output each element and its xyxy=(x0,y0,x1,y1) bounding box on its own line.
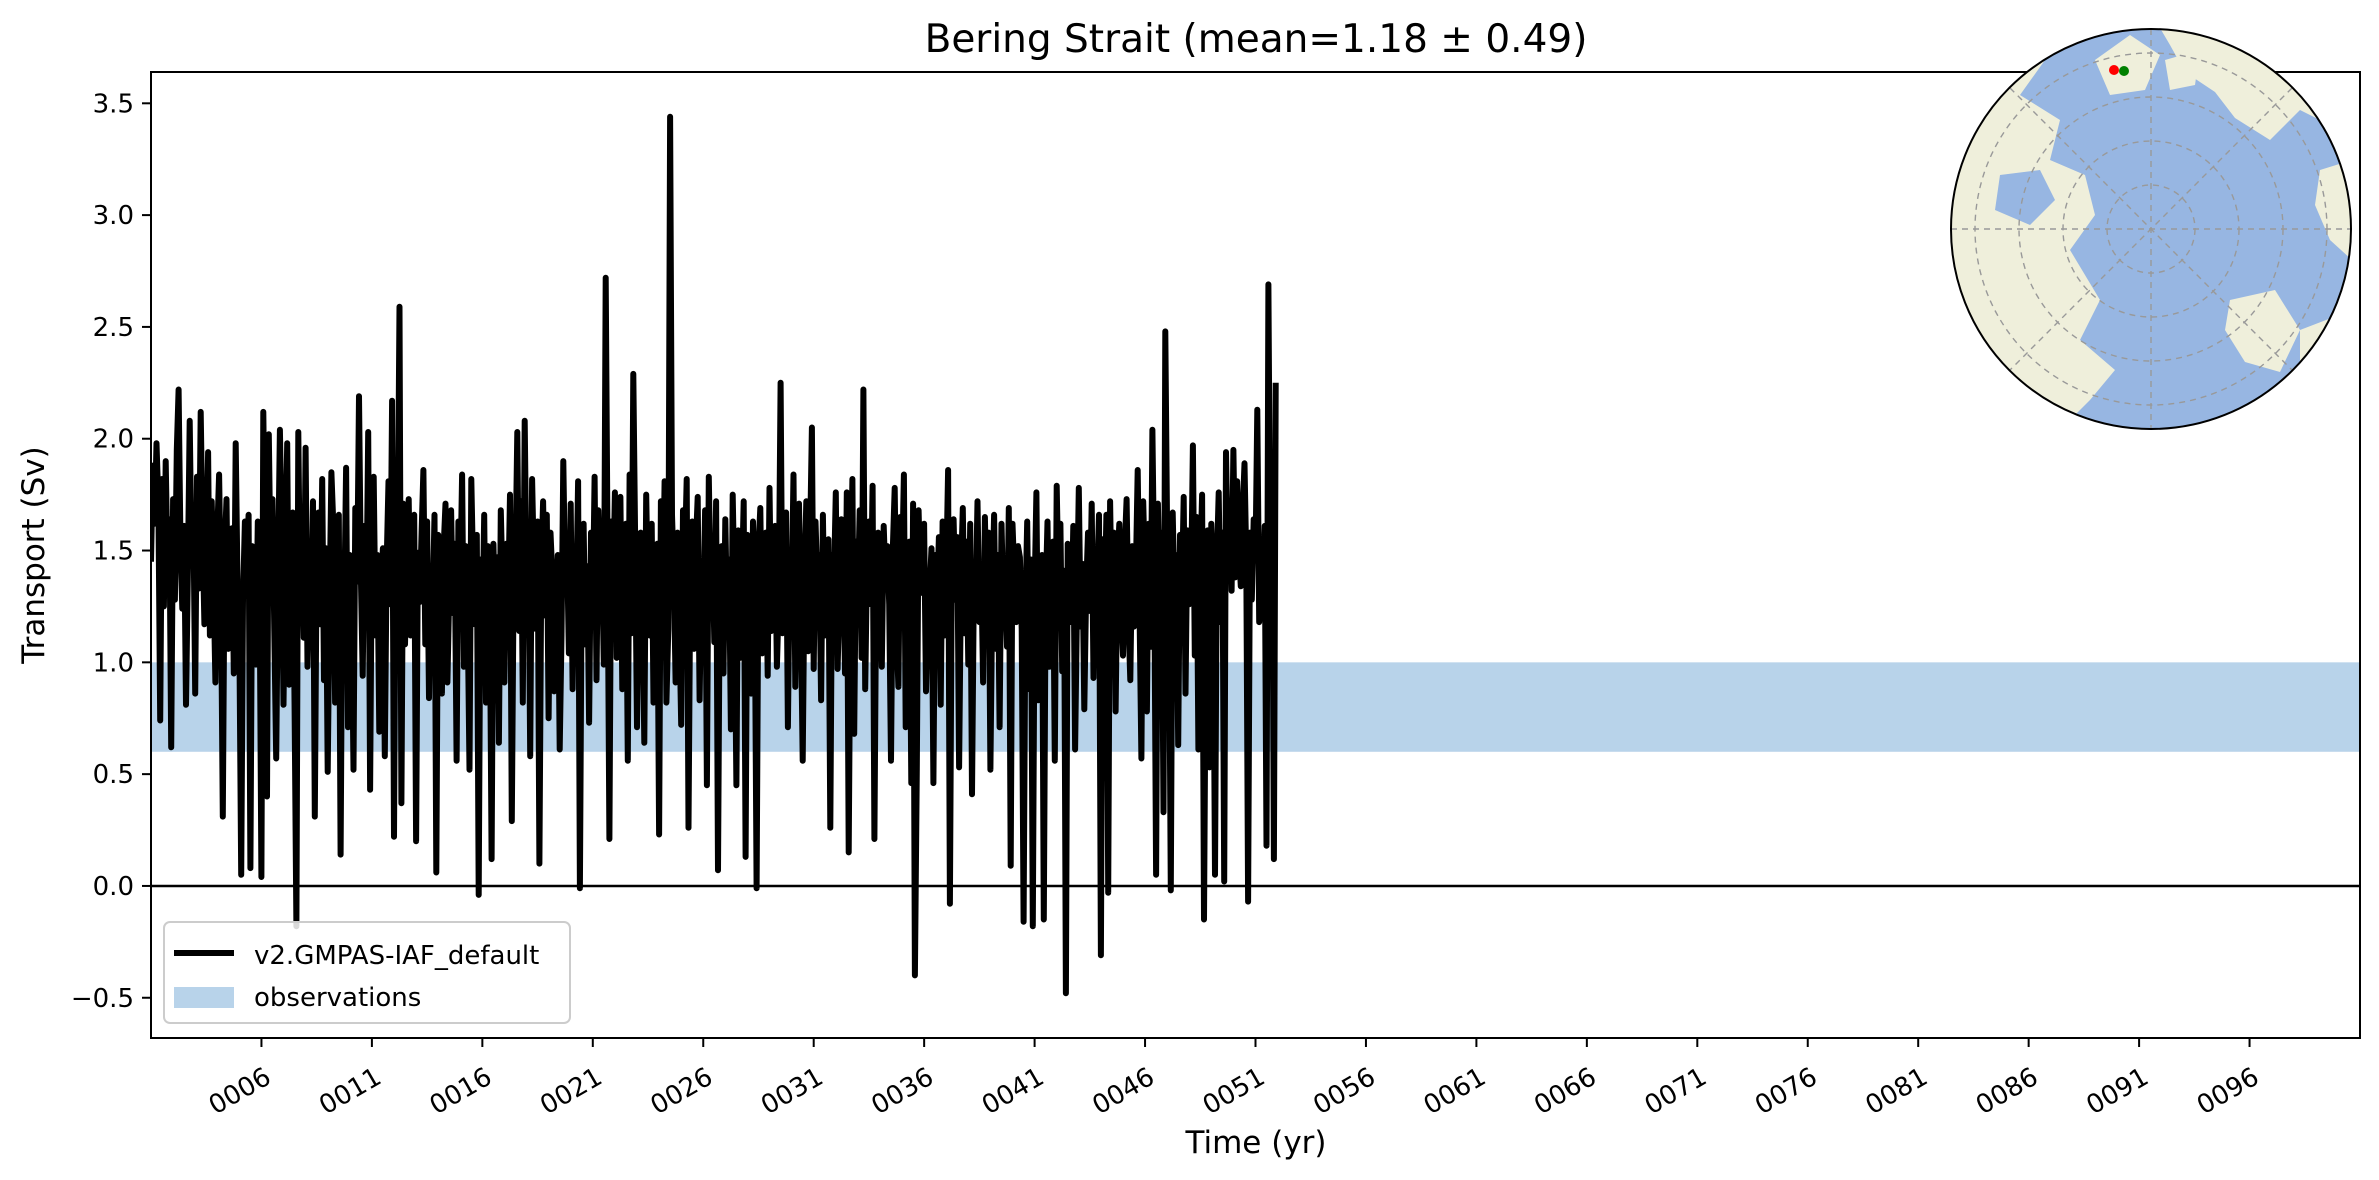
x-tick-label: 0086 xyxy=(1971,1062,2043,1121)
map-marker-end xyxy=(2119,66,2129,76)
x-tick-label: 0006 xyxy=(204,1062,276,1121)
y-tick-label: 1.0 xyxy=(93,648,134,678)
legend-swatch-observations xyxy=(174,987,234,1008)
x-tick-label: 0096 xyxy=(2192,1062,2264,1121)
x-tick-label: 0076 xyxy=(1750,1062,1822,1121)
map-land-greenland xyxy=(2225,290,2300,372)
x-tick-label: 0046 xyxy=(1087,1062,1159,1121)
y-tick-label: 0.5 xyxy=(93,760,134,790)
legend: v2.GMPAS-IAF_default observations xyxy=(163,921,571,1024)
inset-map xyxy=(1950,28,2352,430)
x-tick-label: 0081 xyxy=(1861,1062,1933,1121)
x-tick-label: 0071 xyxy=(1640,1062,1712,1121)
chart-title: Bering Strait (mean=1.18 ± 0.49) xyxy=(925,17,1588,62)
map-land-siberia xyxy=(2315,160,2351,260)
x-tick-label: 0031 xyxy=(756,1062,828,1121)
legend-label-observations: observations xyxy=(254,983,421,1013)
series-line-0 xyxy=(151,113,1279,997)
y-axis: −0.5 0.0 0.5 1.0 1.5 2.0 2.5 3.0 3.5 xyxy=(71,89,151,1014)
map-graticule xyxy=(1951,29,2351,429)
x-tick-label: 0016 xyxy=(425,1062,497,1121)
y-tick-label: 1.5 xyxy=(93,537,134,567)
series-layer xyxy=(151,113,1279,997)
observations-band xyxy=(151,662,2360,752)
legend-box xyxy=(163,921,571,1024)
map-hudson-bay xyxy=(1995,170,2055,225)
y-axis-label: Transport (Sv) xyxy=(16,446,52,665)
y-tick-label: 3.5 xyxy=(93,89,134,119)
x-tick-label: 0061 xyxy=(1419,1062,1491,1121)
y-tick-label: −0.5 xyxy=(71,984,134,1014)
x-tick-label: 0041 xyxy=(977,1062,1049,1121)
x-tick-label: 0051 xyxy=(1198,1062,1270,1121)
x-tick-label: 0011 xyxy=(314,1062,386,1121)
x-tick-label: 0066 xyxy=(1529,1062,1601,1121)
x-axis: 0006 0011 0016 0021 0026 0031 0036 0041 0046 0051… xyxy=(204,1038,2264,1121)
x-tick-label: 0091 xyxy=(2081,1062,2153,1121)
x-tick-label: 0036 xyxy=(867,1062,939,1121)
y-tick-label: 2.5 xyxy=(93,313,134,343)
y-tick-label: 2.0 xyxy=(93,425,134,455)
x-tick-label: 0021 xyxy=(535,1062,607,1121)
legend-label-series: v2.GMPAS-IAF_default xyxy=(254,941,539,971)
map-land-arctic-islands xyxy=(2095,35,2200,95)
y-tick-label: 0.0 xyxy=(93,872,134,902)
x-tick-label: 0056 xyxy=(1308,1062,1380,1121)
map-marker-start xyxy=(2109,65,2119,75)
y-tick-label: 3.0 xyxy=(93,201,134,231)
x-tick-label: 0026 xyxy=(646,1062,718,1121)
map-outline xyxy=(1950,28,2352,430)
x-axis-label: Time (yr) xyxy=(1185,1125,1327,1161)
